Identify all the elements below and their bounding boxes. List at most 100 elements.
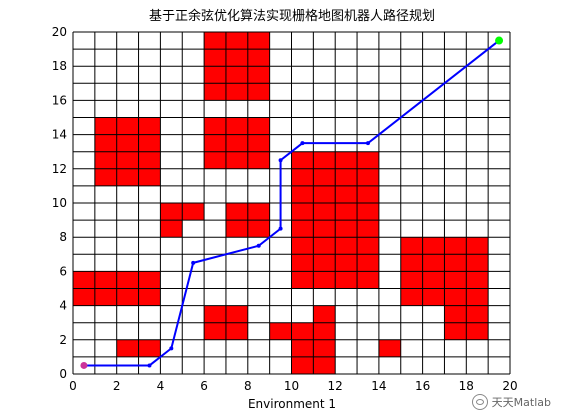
obstacle-cell xyxy=(444,322,467,340)
obstacle-cell xyxy=(204,83,226,101)
obstacle-cell xyxy=(94,288,117,306)
obstacle-cell xyxy=(313,203,336,221)
path-point xyxy=(278,158,283,163)
obstacle-cell xyxy=(94,168,117,186)
obstacle-cell xyxy=(247,117,270,135)
obstacle-cell xyxy=(400,254,423,272)
obstacle-cell xyxy=(291,151,314,169)
obstacle-cell xyxy=(116,117,139,135)
y-tick-label: 16 xyxy=(52,93,67,107)
obstacle-cell xyxy=(116,134,139,152)
obstacle-cell xyxy=(247,151,270,169)
obstacle-cell xyxy=(291,356,314,374)
path-layer xyxy=(80,36,504,369)
obstacle-cell xyxy=(335,271,358,289)
obstacle-cell xyxy=(225,151,248,169)
obstacle-cell xyxy=(204,134,226,152)
obstacle-cell xyxy=(422,271,445,289)
path-point xyxy=(300,141,305,146)
obstacle-cell xyxy=(444,305,467,323)
x-tick-label: 0 xyxy=(69,379,77,393)
obstacle-cell xyxy=(466,271,489,289)
obstacle-cell xyxy=(247,66,270,84)
obstacle-cell xyxy=(444,288,467,306)
obstacle-cell xyxy=(291,271,314,289)
obstacle-cell xyxy=(466,288,489,306)
obstacle-cell xyxy=(225,305,248,323)
obstacle-cell xyxy=(291,185,314,203)
obstacle-cell xyxy=(116,168,139,186)
obstacle-cell xyxy=(116,271,139,289)
obstacle-cell xyxy=(357,151,379,169)
obstacle-cell xyxy=(225,220,248,238)
obstacle-cell xyxy=(357,271,379,289)
obstacle-cell xyxy=(291,322,314,340)
obstacle-cell xyxy=(357,185,379,203)
y-tick-label: 2 xyxy=(59,333,67,347)
x-tick-label: 18 xyxy=(459,379,474,393)
obstacle-cell xyxy=(225,83,248,101)
obstacle-cell xyxy=(444,271,467,289)
obstacle-cell xyxy=(357,254,379,272)
path-point xyxy=(169,346,174,351)
obstacle-cell xyxy=(204,151,226,169)
obstacle-cell xyxy=(444,237,467,255)
obstacle-cell xyxy=(116,288,139,306)
obstacle-cell xyxy=(225,117,248,135)
y-tick-label: 4 xyxy=(59,299,67,313)
obstacle-cell xyxy=(160,220,183,238)
obstacle-cell xyxy=(225,134,248,152)
obstacle-cell xyxy=(291,254,314,272)
obstacle-cell xyxy=(400,237,423,255)
obstacle-cell xyxy=(335,220,358,238)
obstacle-cell xyxy=(291,168,314,186)
obstacle-cell xyxy=(291,203,314,221)
obstacle-cell xyxy=(400,288,423,306)
obstacle-cell xyxy=(247,32,270,50)
obstacle-cell xyxy=(357,203,379,221)
obstacle-cell xyxy=(204,32,226,50)
obstacle-cell xyxy=(94,271,117,289)
y-tick-label: 8 xyxy=(59,230,67,244)
x-tick-label: 2 xyxy=(113,379,121,393)
obstacle-cell xyxy=(357,220,379,238)
obstacle-cell xyxy=(335,254,358,272)
obstacle-cell xyxy=(335,151,358,169)
obstacle-cell xyxy=(313,237,336,255)
obstacle-cell xyxy=(422,288,445,306)
obstacle-layer xyxy=(73,32,489,374)
obstacle-cell xyxy=(466,322,489,340)
obstacle-cell xyxy=(313,151,336,169)
obstacle-cell xyxy=(182,203,205,221)
watermark: 天天Matlab xyxy=(471,394,551,410)
obstacle-cell xyxy=(313,220,336,238)
obstacle-cell xyxy=(466,305,489,323)
y-tick-label: 18 xyxy=(52,59,67,73)
y-tick-label: 6 xyxy=(59,264,67,278)
obstacle-cell xyxy=(335,237,358,255)
obstacle-cell xyxy=(138,117,161,135)
obstacle-cell xyxy=(357,168,379,186)
chart-title: 基于正余弦优化算法实现栅格地图机器人路径规划 xyxy=(149,8,435,24)
path-point xyxy=(147,363,152,368)
obstacle-cell xyxy=(94,134,117,152)
obstacle-cell xyxy=(378,339,401,357)
x-tick-label: 10 xyxy=(284,379,299,393)
obstacle-cell xyxy=(313,168,336,186)
obstacle-cell xyxy=(204,49,226,67)
obstacle-cell xyxy=(138,271,161,289)
obstacle-cell xyxy=(116,151,139,169)
obstacle-cell xyxy=(225,32,248,50)
obstacle-cell xyxy=(291,339,314,357)
path-point xyxy=(191,260,196,265)
obstacle-cell xyxy=(247,83,270,101)
obstacle-cell xyxy=(313,271,336,289)
obstacle-cell xyxy=(247,203,270,221)
obstacle-cell xyxy=(335,185,358,203)
obstacle-cell xyxy=(313,185,336,203)
obstacle-cell xyxy=(138,288,161,306)
obstacle-cell xyxy=(269,322,292,340)
obstacle-cell xyxy=(94,117,117,135)
obstacle-cell xyxy=(313,322,336,340)
